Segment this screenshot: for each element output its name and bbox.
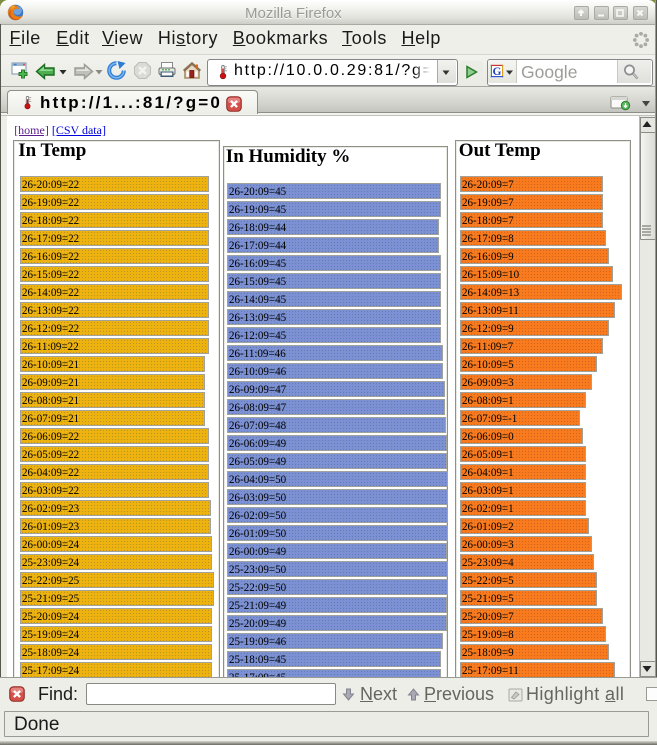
svg-text:G: G bbox=[493, 66, 502, 78]
